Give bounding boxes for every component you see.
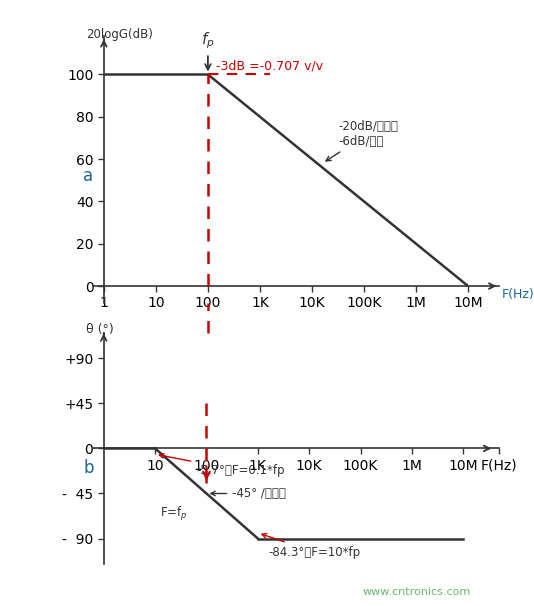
Text: b: b (83, 459, 93, 478)
Text: θ (°): θ (°) (86, 324, 114, 336)
Text: -3dB =-0.707 v/v: -3dB =-0.707 v/v (216, 59, 323, 72)
Text: F(Hz): F(Hz) (502, 288, 534, 301)
Text: F=f$_p$: F=f$_p$ (160, 505, 188, 522)
Text: -45° /十倍频: -45° /十倍频 (211, 487, 286, 500)
Text: www.cntronics.com: www.cntronics.com (363, 587, 470, 597)
Text: -5.7°，F=0.1*fp: -5.7°，F=0.1*fp (159, 454, 285, 478)
Text: 20logG(dB): 20logG(dB) (85, 28, 153, 41)
Text: $f_p$: $f_p$ (201, 30, 215, 51)
Text: -20dB/十倍频
-6dB/倍频: -20dB/十倍频 -6dB/倍频 (326, 120, 398, 161)
Text: a: a (83, 167, 93, 185)
Text: -84.3°，F=10*fp: -84.3°，F=10*fp (262, 533, 360, 559)
